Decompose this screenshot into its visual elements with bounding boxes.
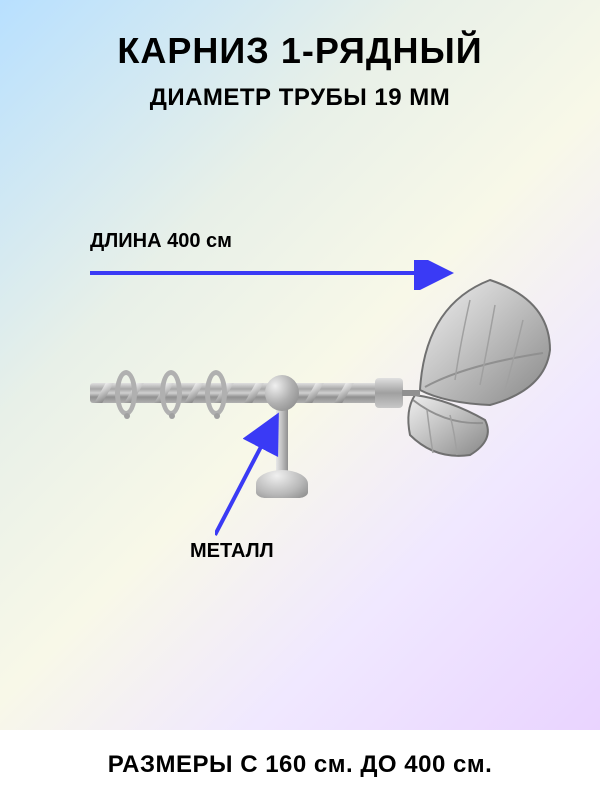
annotation-length: ДЛИНА 400 см <box>90 230 232 253</box>
header: КАРНИЗ 1-РЯДНЫЙ ДИАМЕТР ТРУБЫ 19 ММ <box>0 0 600 112</box>
product-illustration: ДЛИНА 400 см <box>0 220 600 580</box>
page-title: КАРНИЗ 1-РЯДНЫЙ <box>0 30 600 72</box>
arrow-material-icon <box>215 410 295 545</box>
annotation-material: МЕТАЛЛ <box>190 540 274 563</box>
curtain-ring <box>115 370 137 416</box>
annotation-material-label: МЕТАЛЛ <box>190 540 274 562</box>
leaf-finial-icon <box>395 275 575 475</box>
page-subtitle: ДИАМЕТР ТРУБЫ 19 ММ <box>0 84 600 112</box>
annotation-length-label: ДЛИНА 400 см <box>90 230 232 252</box>
curtain-ring <box>160 370 182 416</box>
footer-banner: РАЗМЕРЫ С 160 см. ДО 400 см. <box>0 730 600 800</box>
footer-text: РАЗМЕРЫ С 160 см. ДО 400 см. <box>108 751 493 779</box>
bracket-joint <box>265 375 299 411</box>
